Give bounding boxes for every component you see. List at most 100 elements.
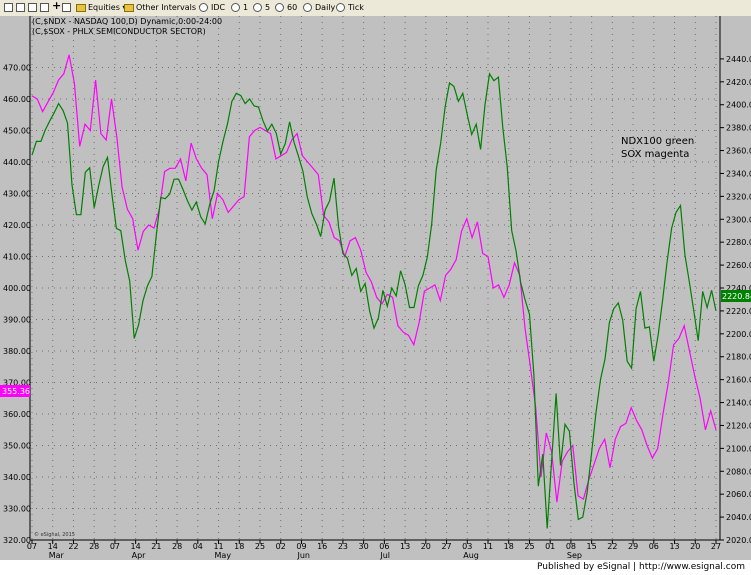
left-tick-label: 320.00	[3, 536, 31, 545]
radio-icon[interactable]	[303, 3, 312, 12]
interval-daily[interactable]: Daily	[315, 3, 336, 12]
right-tick-label: 2400.00	[726, 101, 751, 110]
right-tick-label: 2320.00	[726, 192, 751, 201]
right-tick-label: 2160.00	[726, 376, 751, 385]
x-tick-label: 21	[151, 542, 161, 551]
x-tick-label: 20	[421, 542, 431, 551]
right-axis-ticks: 2020.00 2040.00 2060.00 2080.00 2100.00 2120.…	[720, 55, 751, 545]
month-label: Sep	[567, 551, 582, 560]
left-tick-label: 460.00	[3, 95, 31, 104]
x-tick-label: 01	[545, 542, 555, 551]
radio-icon[interactable]	[253, 3, 262, 12]
right-tick-label: 2280.00	[726, 238, 751, 247]
interval-idc[interactable]: IDC	[211, 3, 226, 12]
interval-tick[interactable]: Tick	[348, 3, 364, 12]
interval-1[interactable]: 1	[243, 3, 249, 12]
left-tick-label: 350.00	[3, 442, 31, 451]
right-tick-label: 2440.00	[726, 55, 751, 64]
x-tick-label: 20	[690, 542, 700, 551]
right-tick-label: 2180.00	[726, 353, 751, 362]
x-tick-label: 09	[296, 542, 306, 551]
plot-area	[30, 16, 720, 540]
right-tick-label: 2260.00	[726, 261, 751, 270]
right-tick-label: 2020.00	[726, 536, 751, 545]
right-tick-label: 2100.00	[726, 444, 751, 453]
month-label: Jun	[296, 551, 310, 560]
left-tick-label: 450.00	[3, 127, 31, 136]
x-tick-label: 13	[669, 542, 679, 551]
price-chart[interactable]: 320.00 330.00 340.00 350.00 360.00 370.00 380.…	[0, 16, 751, 560]
equities-menu[interactable]: Equities ▾	[88, 3, 126, 12]
month-label: May	[215, 551, 232, 560]
x-tick-label: 08	[566, 542, 576, 551]
x-tick-label: 07	[110, 542, 120, 551]
print-icon[interactable]	[28, 3, 37, 12]
x-tick-label: 14	[48, 542, 58, 551]
chart-icon[interactable]	[16, 3, 25, 12]
series-line-ndx	[31, 72, 717, 529]
x-tick-label: 13	[400, 542, 410, 551]
left-tick-label: 360.00	[3, 410, 31, 419]
sox-last-value-box	[0, 385, 30, 397]
copyright: © eSignal, 2015	[34, 531, 75, 538]
chart-header-sox: (C,$SOX - PHLX SEMICONDUCTOR SECTOR)	[32, 27, 206, 36]
radio-icon[interactable]	[275, 3, 284, 12]
left-tick-label: 410.00	[3, 253, 31, 262]
left-tick-label: 420.00	[3, 221, 31, 230]
x-tick-label: 28	[172, 542, 182, 551]
x-tick-label: 29	[628, 542, 638, 551]
month-labels: Mar Apr May Jun Jul Aug Sep	[49, 551, 582, 560]
right-tick-label: 2220.00	[726, 307, 751, 316]
sox-last-value: 355.36	[2, 387, 30, 396]
window-icon[interactable]	[4, 3, 13, 12]
ndx-last-value-box	[721, 290, 751, 302]
folder-icon	[76, 4, 86, 12]
left-tick-label: 370.00	[3, 379, 31, 388]
crosshair-icon[interactable]: +	[52, 0, 62, 12]
grid	[30, 16, 720, 541]
interval-5[interactable]: 5	[265, 3, 271, 12]
annotation-sox: SOX magenta	[621, 149, 689, 160]
left-tick-label: 430.00	[3, 190, 31, 199]
left-tick-label: 340.00	[3, 473, 31, 482]
toolbar: + Equities ▾ Other Intervals ▾ IDC 1 5 6…	[0, 0, 751, 17]
radio-icon[interactable]	[336, 3, 345, 12]
x-tick-label: 30	[359, 542, 369, 551]
x-axis-ticks: 07 14 22 28 07 14 21 28 04 11 18 25 02 09 16 23 30 06 13 20…	[27, 540, 721, 551]
ndx-last-value: 2220.84	[722, 292, 751, 301]
left-tick-label: 470.00	[3, 64, 31, 73]
x-tick-label: 27	[441, 542, 451, 551]
right-tick-label: 2240.00	[726, 284, 751, 293]
left-tick-label: 380.00	[3, 347, 31, 356]
right-tick-label: 2340.00	[726, 169, 751, 178]
zoom-icon[interactable]	[40, 3, 49, 12]
interval-60[interactable]: 60	[287, 3, 298, 12]
radio-icon[interactable]	[231, 3, 240, 12]
radio-icon[interactable]	[199, 3, 208, 12]
x-tick-label: 25	[524, 542, 534, 551]
left-axis-ticks: 320.00 330.00 340.00 350.00 360.00 370.00 380.…	[3, 64, 31, 546]
x-tick-label: 23	[338, 542, 348, 551]
other-intervals-menu[interactable]: Other Intervals ▾	[136, 3, 203, 12]
x-tick-label: 06	[379, 542, 389, 551]
chart-header-ndx: (C,$NDX - NASDAQ 100,D) Dynamic,0:00-24:…	[32, 17, 222, 26]
left-tick-label: 330.00	[3, 505, 31, 514]
right-tick-label: 2040.00	[726, 513, 751, 522]
left-axis-panel	[0, 16, 30, 540]
x-tick-label: 28	[89, 542, 99, 551]
right-tick-label: 2200.00	[726, 330, 751, 339]
x-tick-label: 03	[462, 542, 472, 551]
right-tick-label: 2060.00	[726, 490, 751, 499]
cursor-icon[interactable]	[62, 3, 71, 12]
right-tick-label: 2140.00	[726, 399, 751, 408]
x-tick-label: 27	[711, 542, 721, 551]
x-tick-label: 11	[213, 542, 223, 551]
month-label: Jul	[379, 551, 390, 560]
right-tick-label: 2360.00	[726, 147, 751, 156]
x-tick-label: 22	[68, 542, 78, 551]
x-tick-label: 04	[193, 542, 203, 551]
folder-icon	[124, 4, 134, 12]
right-tick-label: 2300.00	[726, 215, 751, 224]
x-tick-label: 16	[317, 542, 327, 551]
x-tick-label: 06	[649, 542, 659, 551]
